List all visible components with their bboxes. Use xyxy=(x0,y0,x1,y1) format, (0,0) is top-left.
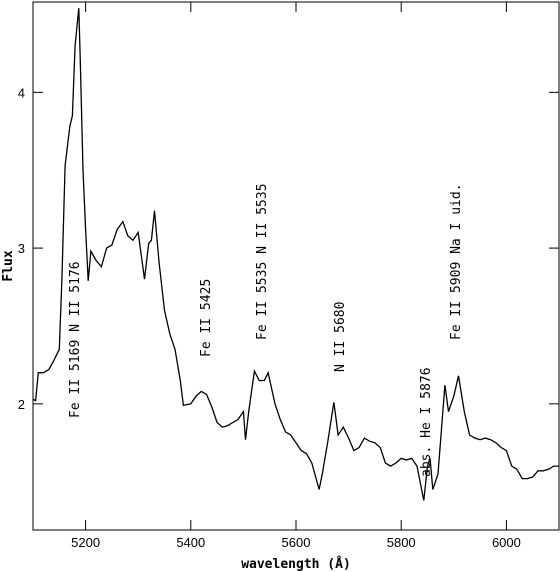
x-tick-label: 5600 xyxy=(282,535,311,550)
x-tick-label: 5400 xyxy=(176,535,205,550)
y-tick-label: 4 xyxy=(18,85,25,100)
line-annotation: N II 5680 xyxy=(333,302,348,372)
line-annotation: Fe II 5535 N II 5535 xyxy=(255,183,270,340)
y-axis-label: Flux xyxy=(1,250,16,281)
y-tick-label: 3 xyxy=(18,241,25,256)
spectrum-line xyxy=(32,8,559,501)
line-annotation: Fe II 5425 xyxy=(199,279,214,357)
line-annotation: abs. He I 5876 xyxy=(419,367,434,477)
x-axis-label: wavelength (Å) xyxy=(241,556,351,572)
y-tick-label: 2 xyxy=(18,397,25,412)
line-annotation: Fe II 5909 Na I uid. xyxy=(449,183,464,340)
x-tick-label: 5200 xyxy=(71,535,100,550)
line-annotation: Fe II 5169 N II 5176 xyxy=(68,261,83,418)
x-tick-label: 6000 xyxy=(492,535,521,550)
x-tick-label: 5800 xyxy=(387,535,416,550)
plot-frame xyxy=(32,1,560,531)
